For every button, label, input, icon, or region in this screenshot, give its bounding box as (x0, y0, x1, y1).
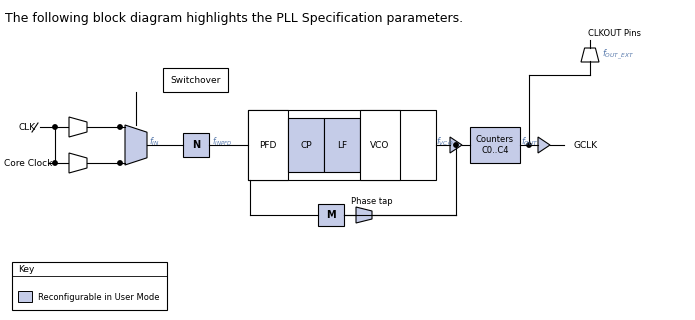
Polygon shape (581, 48, 599, 62)
Circle shape (454, 143, 458, 147)
Circle shape (53, 161, 57, 165)
Text: Key: Key (18, 265, 34, 274)
Text: GCLK: GCLK (574, 140, 598, 149)
Circle shape (527, 143, 531, 147)
Bar (324, 118, 360, 172)
Circle shape (117, 161, 122, 165)
Bar (163, 68, 228, 92)
Text: $f_{OUT\_EXT}$: $f_{OUT\_EXT}$ (602, 48, 634, 62)
Bar (248, 110, 288, 180)
Bar (318, 204, 344, 226)
Bar (360, 110, 400, 180)
Circle shape (53, 125, 57, 129)
Text: M: M (326, 210, 336, 220)
Bar (18, 291, 32, 302)
Text: C0..C4: C0..C4 (481, 146, 509, 155)
Text: CP: CP (300, 140, 312, 149)
Circle shape (117, 125, 122, 129)
Text: $f_{VCO}$: $f_{VCO}$ (436, 136, 453, 148)
Text: PFD: PFD (259, 140, 277, 149)
Text: CLK: CLK (18, 123, 35, 132)
Bar (288, 118, 324, 172)
Text: $f_{OUT}$: $f_{OUT}$ (521, 136, 539, 148)
Text: Reconfigurable in User Mode: Reconfigurable in User Mode (38, 292, 159, 301)
Text: Switchover: Switchover (170, 76, 221, 84)
Text: The following block diagram highlights the PLL Specification parameters.: The following block diagram highlights t… (5, 12, 463, 25)
Text: $f_{IN}$: $f_{IN}$ (149, 136, 160, 148)
Text: Counters: Counters (476, 134, 514, 143)
Polygon shape (69, 153, 87, 173)
Bar (470, 127, 520, 163)
Text: Phase tap: Phase tap (351, 196, 393, 205)
Text: N: N (192, 140, 200, 150)
Polygon shape (538, 137, 550, 153)
Bar (183, 133, 209, 157)
Text: $f_{INPFD}$: $f_{INPFD}$ (212, 136, 232, 148)
Text: VCO: VCO (370, 140, 390, 149)
Text: Core Clock: Core Clock (4, 158, 52, 167)
Polygon shape (125, 125, 147, 165)
Polygon shape (69, 117, 87, 137)
Text: CLKOUT Pins: CLKOUT Pins (588, 28, 641, 37)
Polygon shape (356, 207, 372, 223)
Polygon shape (450, 137, 462, 153)
Text: LF: LF (337, 140, 347, 149)
Bar (248, 110, 436, 180)
Bar (12, 262, 167, 310)
